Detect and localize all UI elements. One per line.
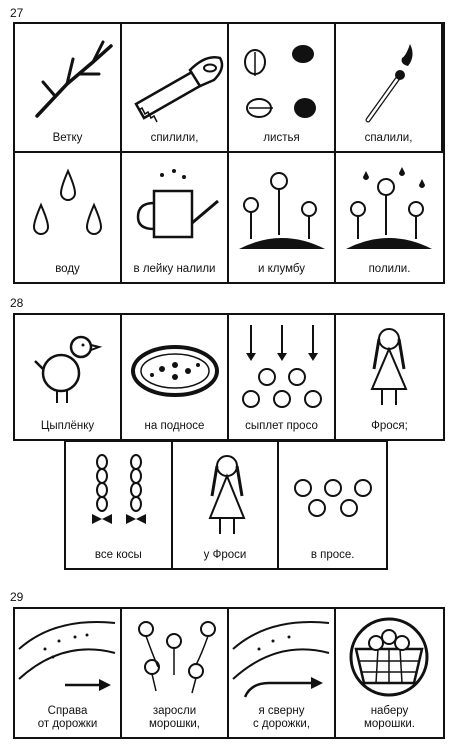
watering-can-icon: [136, 169, 219, 239]
card-caption: у Фроси: [203, 549, 247, 561]
match-icon: [365, 44, 413, 123]
girl-icon: [208, 455, 246, 534]
card-caption: спилили,: [150, 132, 199, 144]
watered-flowerbed-icon: [346, 167, 432, 249]
card-caption: Справа от дорожки: [37, 705, 98, 730]
card-caption: Ветку: [52, 132, 83, 144]
exercise-number-28: 28: [10, 296, 24, 310]
picture-card-path-right: Справа от дорожки: [15, 609, 122, 737]
card-caption: заросли морошки,: [149, 705, 200, 730]
picture-grid-28-top: Цыплёнку на подносе сыплет просо Фрося;: [13, 313, 445, 441]
braids-icon: [92, 454, 146, 524]
picture-grid-27: Ветку спилили, листья спалили,: [13, 22, 445, 284]
picture-card-braids: все косы: [66, 442, 173, 568]
exercise-number-29: 29: [10, 590, 24, 604]
card-caption: и клумбу: [258, 263, 305, 275]
card-caption: полили.: [368, 263, 411, 275]
card-caption: все косы: [94, 549, 142, 561]
tray-icon: [131, 345, 219, 397]
picture-card-drops: воду: [15, 153, 122, 282]
cloudberry-bush-icon: [138, 621, 216, 694]
picture-card-watered-flowerbed: полили.: [336, 153, 443, 282]
picture-card-path-turn: я сверну с дорожки,: [229, 609, 336, 737]
leaves-icon: [244, 45, 316, 118]
picture-card-millet: в просе.: [279, 442, 386, 568]
path-right-icon: [18, 621, 116, 691]
saw-icon: [134, 56, 224, 123]
card-caption: листья: [263, 132, 300, 144]
millet-icon: [294, 479, 373, 517]
picture-card-girl-2: у Фроси: [173, 442, 280, 568]
picture-card-chick: Цыплёнку: [15, 315, 122, 439]
pouring-millet-icon: [242, 325, 322, 408]
path-turn-icon: [232, 621, 330, 698]
basket-icon: [349, 617, 429, 697]
picture-grid-28-bottom: все косы у Фроси в просе.: [64, 440, 388, 570]
chick-icon: [34, 335, 103, 403]
picture-card-flowerbed: и клумбу: [229, 153, 336, 282]
picture-card-watering-can: в лейку налили: [122, 153, 229, 282]
picture-card-branch: Ветку: [15, 24, 122, 153]
card-caption: я сверну с дорожки,: [252, 705, 311, 730]
card-caption: Фрося;: [371, 420, 408, 432]
picture-card-match: спалили,: [336, 24, 443, 153]
branch-icon: [35, 40, 113, 118]
picture-grid-29: Справа от дорожки заросли морошки, я све…: [13, 607, 445, 739]
picture-card-girl: Фрося;: [336, 315, 443, 439]
picture-card-saw: спилили,: [122, 24, 229, 153]
card-caption: на подносе: [144, 420, 205, 432]
girl-icon: [370, 328, 408, 405]
exercise-number-27: 27: [10, 6, 24, 20]
card-caption: в лейку налили: [133, 263, 216, 275]
card-caption: спалили,: [364, 132, 413, 144]
picture-card-leaves: листья: [229, 24, 336, 153]
picture-card-basket: наберу морошки.: [336, 609, 443, 737]
card-caption: в просе.: [310, 549, 355, 561]
card-caption: сыплет просо: [245, 420, 318, 432]
picture-card-cloudberry-bush: заросли морошки,: [122, 609, 229, 737]
drops-icon: [32, 168, 103, 235]
card-caption: Цыплёнку: [40, 420, 95, 432]
flowerbed-icon: [239, 172, 325, 249]
picture-card-pouring-millet: сыплет просо: [229, 315, 336, 439]
card-caption: наберу морошки.: [364, 705, 415, 730]
card-caption: воду: [55, 263, 80, 275]
picture-card-tray: на подносе: [122, 315, 229, 439]
